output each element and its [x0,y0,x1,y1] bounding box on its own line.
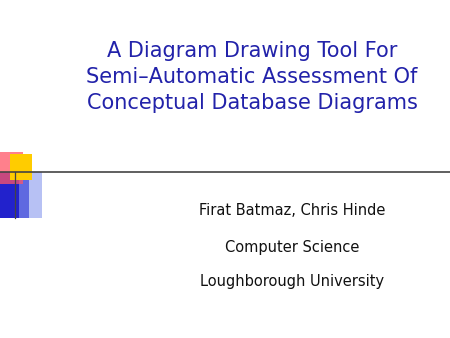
Text: Loughborough University: Loughborough University [200,274,385,289]
Bar [10,154,32,180]
Text: A Diagram Drawing Tool For
Semi–Automatic Assessment Of
Conceptual Database Diag: A Diagram Drawing Tool For Semi–Automati… [86,41,418,113]
Bar [0,152,23,184]
Bar [0,172,29,218]
Text: Computer Science: Computer Science [225,240,360,255]
Text: Firat Batmaz, Chris Hinde: Firat Batmaz, Chris Hinde [199,203,386,218]
Bar [19,172,42,218]
